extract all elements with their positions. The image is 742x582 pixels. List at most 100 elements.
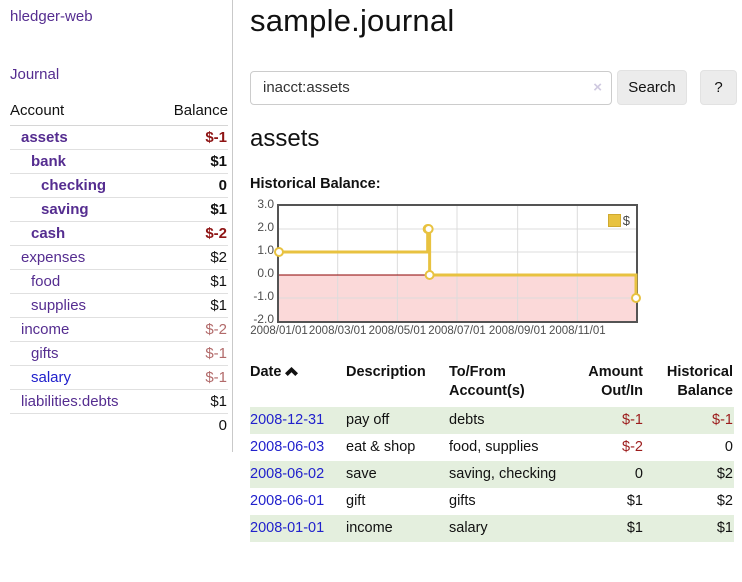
search-input[interactable] [250, 71, 612, 105]
y-axis-tick-label: -2.0 [250, 312, 274, 326]
accounts-total-row: 0 [10, 414, 228, 438]
x-axis-tick-label: 2008/03/01 [309, 325, 367, 337]
data-point-marker [632, 294, 640, 302]
data-point-marker [425, 225, 433, 233]
app-title-link[interactable]: hledger-web [10, 8, 228, 25]
account-balance: $2 [155, 246, 228, 270]
y-axis-tick-label: 3.0 [250, 197, 274, 211]
transaction-accounts: gifts [449, 488, 562, 515]
account-row: food $1 [10, 270, 228, 294]
accounts-col-account: Account [10, 98, 155, 126]
help-button[interactable]: ? [700, 70, 737, 105]
transaction-row: 2008-06-02 savesaving, checking0$2 [250, 461, 734, 488]
register-table: Date Description To/From Account(s) Amou… [250, 361, 734, 542]
account-link-expenses[interactable]: expenses [21, 249, 85, 266]
transaction-date-link[interactable]: 2008-12-31 [250, 412, 324, 428]
account-balance: $-1 [155, 126, 228, 150]
account-balance: $1 [155, 150, 228, 174]
transaction-amount: 0 [562, 461, 644, 488]
account-balance: $1 [155, 294, 228, 318]
x-axis-tick-label: 2008/07/01 [428, 325, 486, 337]
transaction-date-link[interactable]: 2008-06-03 [250, 439, 324, 455]
transaction-accounts: saving, checking [449, 461, 562, 488]
accounts-table: Account Balance assets$-1bank$1checking0… [10, 98, 228, 437]
transaction-description: eat & shop [346, 434, 449, 461]
historical-balance-chart: $ 3.02.01.00.0-1.0-2.02008/01/012008/03/… [250, 201, 638, 339]
account-link-liabilities-debts[interactable]: liabilities:debts [21, 393, 119, 410]
chart-title: Historical Balance: [250, 176, 738, 192]
account-row: liabilities:debts$1 [10, 390, 228, 414]
transaction-accounts: debts [449, 407, 562, 434]
x-axis-tick-label: 2008/09/01 [489, 325, 547, 337]
account-row: salary $-1 [10, 366, 228, 390]
transaction-row: 2008-12-31pay offdebts$-1$-1 [250, 407, 734, 434]
account-row: cash $-2 [10, 222, 228, 246]
legend-label: $ [623, 213, 630, 228]
sidebar-item-journal[interactable]: Journal [10, 66, 228, 83]
transaction-accounts: food, supplies [449, 434, 562, 461]
account-balance: $-1 [155, 366, 228, 390]
page-title: sample.journal [250, 2, 738, 40]
transaction-date-link[interactable]: 2008-06-02 [250, 466, 324, 482]
transaction-amount: $1 [562, 488, 644, 515]
transaction-balance: $-1 [644, 407, 734, 434]
transaction-date-link[interactable]: 2008-06-01 [250, 493, 324, 509]
account-balance: $-1 [155, 342, 228, 366]
accounts-total-value: 0 [155, 414, 228, 438]
search-button[interactable]: Search [617, 70, 687, 105]
transaction-row: 2008-06-01 giftgifts$1$2 [250, 488, 734, 515]
transaction-amount: $1 [562, 515, 644, 542]
account-link-supplies[interactable]: supplies [31, 297, 86, 314]
account-link-saving[interactable]: saving [41, 201, 89, 218]
account-row: expenses $2 [10, 246, 228, 270]
account-row: gifts $-1 [10, 342, 228, 366]
y-axis-tick-label: 1.0 [250, 243, 274, 257]
account-link-assets[interactable]: assets [21, 129, 68, 146]
transaction-balance: $2 [644, 488, 734, 515]
legend-swatch-icon [608, 214, 621, 227]
transaction-description: save [346, 461, 449, 488]
account-row: saving $1 [10, 198, 228, 222]
y-axis-tick-label: -1.0 [250, 289, 274, 303]
account-link-gifts[interactable]: gifts [31, 345, 59, 362]
col-header-accounts: To/From Account(s) [449, 361, 562, 407]
accounts-col-balance: Balance [155, 98, 228, 126]
y-axis-tick-label: 2.0 [250, 220, 274, 234]
account-link-cash[interactable]: cash [31, 225, 65, 242]
transaction-balance: $2 [644, 461, 734, 488]
account-row: bank $1 [10, 150, 228, 174]
chart-legend: $ [608, 213, 630, 228]
account-link-checking[interactable]: checking [41, 177, 106, 194]
account-row: checking0 [10, 174, 228, 198]
transaction-description: gift [346, 488, 449, 515]
data-point-marker [275, 248, 283, 256]
col-header-amount: Amount Out/In [562, 361, 644, 407]
account-link-income[interactable]: income [21, 321, 69, 338]
transaction-amount: $-1 [562, 407, 644, 434]
account-balance: $-2 [155, 318, 228, 342]
account-link-salary[interactable]: salary [31, 369, 71, 386]
transaction-description: income [346, 515, 449, 542]
x-axis-tick-label: 2008/01/01 [250, 325, 308, 337]
transaction-date-link[interactable]: 2008-01-01 [250, 520, 324, 536]
transaction-row: 2008-01-01incomesalary$1$1 [250, 515, 734, 542]
transaction-amount: $-2 [562, 434, 644, 461]
main-content: sample.journal × Search ? assets Histori… [250, 2, 738, 542]
x-axis-tick-label: 2008/11/01 [549, 325, 606, 337]
account-link-bank[interactable]: bank [31, 153, 66, 170]
chart-plot-area: $ [277, 204, 638, 323]
transaction-row: 2008-06-03eat & shopfood, supplies$-20 [250, 434, 734, 461]
account-row: supplies $1 [10, 294, 228, 318]
col-header-description: Description [346, 361, 449, 407]
col-header-balance: Historical Balance [644, 361, 734, 407]
x-axis-tick-label: 2008/05/01 [369, 325, 427, 337]
account-balance: $-2 [155, 222, 228, 246]
clear-search-icon[interactable]: × [593, 79, 602, 96]
account-link-food[interactable]: food [31, 273, 60, 290]
transaction-description: pay off [346, 407, 449, 434]
account-balance: $1 [155, 270, 228, 294]
sort-ascending-icon [285, 365, 298, 381]
data-point-marker [426, 271, 434, 279]
transaction-accounts: salary [449, 515, 562, 542]
account-balance: $1 [155, 198, 228, 222]
